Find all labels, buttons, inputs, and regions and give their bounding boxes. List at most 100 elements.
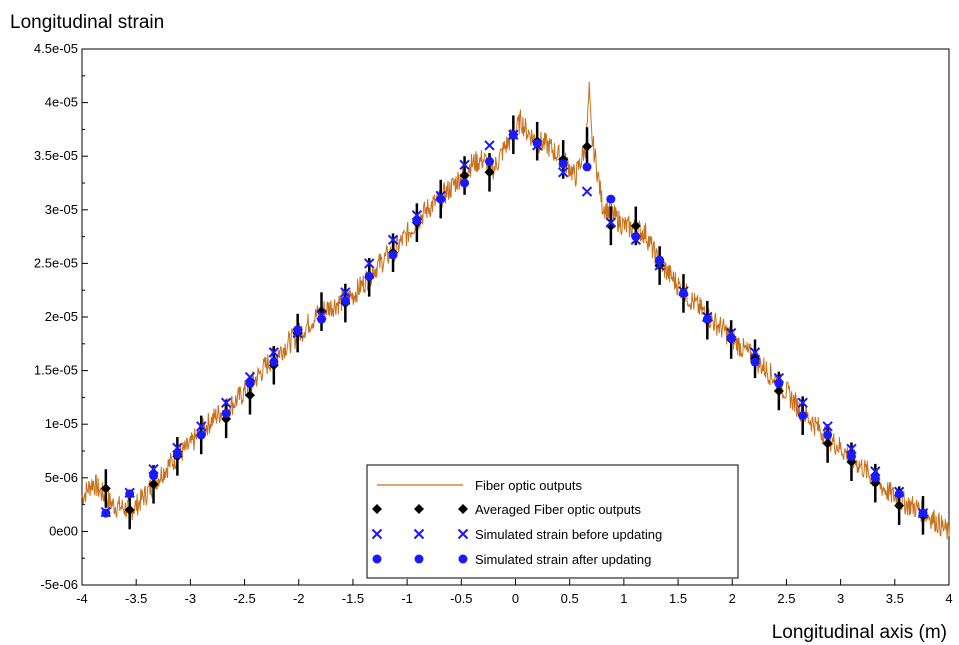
x-tick-label: -2 xyxy=(293,591,305,606)
legend-label-fiber-optic: Fiber optic outputs xyxy=(475,478,582,493)
point-simulated-before xyxy=(870,466,881,477)
point-simulated-after xyxy=(655,255,665,265)
point-simulated-after xyxy=(606,194,616,204)
legend-swatch-dot xyxy=(414,554,424,564)
point-simulated-after xyxy=(412,216,422,226)
legend-label-before: Simulated strain before updating xyxy=(475,527,662,542)
x-tick-label: 3 xyxy=(837,591,844,606)
point-simulated-after xyxy=(460,178,470,188)
legend-swatch-dot xyxy=(458,554,468,564)
point-simulated-after xyxy=(436,194,446,204)
point-simulated-after xyxy=(149,471,159,481)
legend-label-after: Simulated strain after updating xyxy=(475,552,651,567)
point-simulated-after xyxy=(894,489,904,499)
point-simulated-before xyxy=(797,397,808,408)
point-simulated-after xyxy=(221,408,231,418)
x-axis-ticks: -4 -3.5 -3 -2.5 -2 -1.5 -1 -0.5 0 0.5 1 1.5 2 2.5 3 3.5… xyxy=(76,579,953,606)
point-simulated-after xyxy=(750,357,760,367)
legend-swatch-diamond xyxy=(372,504,382,514)
point-simulated-after xyxy=(101,508,111,518)
point-simulated-before xyxy=(340,287,351,298)
legend-swatch-x xyxy=(457,528,469,540)
point-simulated-before xyxy=(268,347,280,358)
point-simulated-after xyxy=(269,357,279,367)
legend-label-averaged: Averaged Fiber optic outputs xyxy=(475,502,641,517)
legend-swatch-dot xyxy=(372,554,382,564)
point-simulated-before xyxy=(459,159,470,170)
point-simulated-after xyxy=(846,451,856,461)
point-simulated-after xyxy=(774,378,784,388)
point-averaged xyxy=(459,170,470,181)
point-simulated-after xyxy=(702,314,712,324)
x-tick-label: -0.5 xyxy=(450,591,472,606)
point-simulated-after xyxy=(823,430,833,440)
point-averaged xyxy=(773,385,784,396)
x-axis-label: Longitudinal axis (m) xyxy=(771,622,947,643)
point-simulated-after xyxy=(582,162,592,172)
point-simulated-after xyxy=(484,157,494,167)
point-simulated-before xyxy=(484,140,495,151)
point-averaged xyxy=(822,438,833,449)
x-tick-label: 2.5 xyxy=(777,591,795,606)
x-tick-label: 4 xyxy=(945,591,952,606)
point-averaged xyxy=(582,141,593,152)
point-simulated-after xyxy=(870,473,880,483)
y-tick-label: 1.5e-05 xyxy=(34,363,78,378)
legend-box xyxy=(366,464,739,579)
point-simulated-after xyxy=(678,288,688,298)
point-simulated-after xyxy=(918,508,928,518)
legend-swatch-x xyxy=(413,528,425,540)
point-simulated-after xyxy=(125,489,135,499)
x-tick-label: -1.5 xyxy=(342,591,364,606)
point-averaged xyxy=(316,306,327,317)
point-simulated-before xyxy=(244,371,256,383)
x-tick-label: 0.5 xyxy=(561,591,579,606)
point-simulated-before xyxy=(557,167,569,178)
point-simulated-after xyxy=(558,159,568,169)
point-simulated-before xyxy=(749,347,761,358)
point-simulated-before xyxy=(605,217,617,228)
y-axis-label: Longitudinal strain xyxy=(10,12,165,33)
point-simulated-after xyxy=(245,378,255,388)
legend-swatch-x xyxy=(371,528,383,540)
point-averaged xyxy=(244,390,255,401)
point-simulated-before xyxy=(363,258,375,269)
point-averaged xyxy=(630,220,641,231)
point-simulated-before xyxy=(148,464,159,475)
legend-swatch-diamond xyxy=(458,504,468,514)
point-simulated-after xyxy=(508,130,518,140)
point-simulated-after xyxy=(532,138,542,148)
point-simulated-after xyxy=(317,314,327,324)
point-simulated-after xyxy=(196,430,206,440)
legend: Fiber optic outputs Averaged Fiber optic … xyxy=(366,464,739,579)
y-tick-label: 0e00 xyxy=(49,523,78,538)
y-tick-label: 2e-05 xyxy=(45,309,78,324)
x-tick-label: 3.5 xyxy=(886,591,904,606)
point-simulated-after xyxy=(726,333,736,343)
y-tick-label: 2.5e-05 xyxy=(34,255,78,270)
x-tick-label: 0 xyxy=(512,591,519,606)
point-simulated-before xyxy=(387,234,399,246)
series-simulated-after xyxy=(101,130,928,518)
legend-swatch-diamond xyxy=(414,504,424,514)
point-averaged xyxy=(605,220,616,231)
y-tick-label: 3e-05 xyxy=(45,202,78,217)
point-simulated-after xyxy=(798,411,808,421)
point-simulated-after xyxy=(340,296,350,306)
point-averaged xyxy=(100,483,111,494)
y-axis-ticks: -5e-06 0e00 5e-06 1e-05 1.5e-05 2e-05 2.5e-05 3… xyxy=(34,41,88,592)
y-tick-label: -5e-06 xyxy=(40,577,78,592)
point-averaged xyxy=(124,504,135,515)
point-simulated-before xyxy=(822,421,833,432)
x-tick-label: -4 xyxy=(76,591,88,606)
point-simulated-before xyxy=(196,421,207,432)
x-tick-label: 1.5 xyxy=(669,591,687,606)
y-tick-label: 4e-05 xyxy=(45,95,78,110)
point-simulated-before xyxy=(581,186,593,197)
x-tick-label: -1 xyxy=(401,591,413,606)
series-simulated-before xyxy=(100,129,929,519)
point-simulated-after xyxy=(172,449,182,459)
y-tick-label: 5e-06 xyxy=(45,470,78,485)
x-tick-label: -3.5 xyxy=(125,591,147,606)
